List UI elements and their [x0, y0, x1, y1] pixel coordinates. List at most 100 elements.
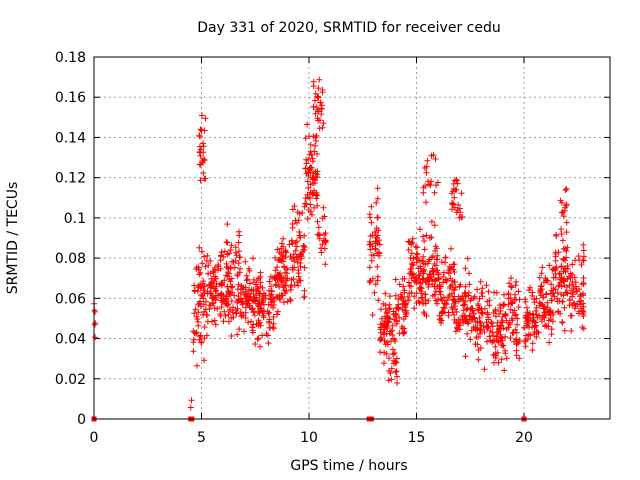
- data-point: [475, 307, 482, 314]
- data-point: [432, 243, 439, 250]
- data-point: [457, 281, 464, 288]
- x-axis-label: GPS time / hours: [290, 458, 407, 474]
- data-point: [245, 265, 252, 272]
- data-point: [429, 281, 436, 288]
- data-point: [296, 210, 303, 217]
- data-point: [306, 195, 313, 202]
- data-point: [395, 296, 402, 303]
- data-point: [211, 317, 218, 324]
- data-point: [546, 339, 553, 346]
- data-point: [548, 326, 555, 333]
- data-point: [312, 110, 319, 117]
- data-point: [489, 329, 496, 336]
- data-point: [534, 329, 541, 335]
- data-point: [366, 264, 373, 271]
- data-point: [267, 293, 273, 299]
- data-point: [516, 355, 523, 362]
- y-tick-label: 0.06: [55, 291, 86, 307]
- data-point: [196, 271, 203, 278]
- data-point: [273, 282, 280, 289]
- data-point: [256, 319, 263, 326]
- data-point: [481, 366, 488, 373]
- data-point: [425, 258, 432, 265]
- data-point: [477, 345, 484, 352]
- data-point: [319, 241, 326, 248]
- data-point: [513, 347, 520, 354]
- data-point: [201, 357, 207, 364]
- data-point: [222, 313, 229, 319]
- data-point: [513, 278, 520, 285]
- data-point: [441, 269, 447, 276]
- data-point: [477, 330, 483, 337]
- data-point: [373, 225, 380, 232]
- data-point: [316, 125, 323, 132]
- data-point: [505, 301, 512, 308]
- data-point: [207, 258, 214, 264]
- data-point: [322, 230, 329, 237]
- data-point: [388, 376, 395, 383]
- data-point: [201, 175, 208, 182]
- data-point: [437, 315, 444, 322]
- data-point: [257, 290, 264, 297]
- data-point: [523, 304, 530, 311]
- data-point: [375, 297, 382, 304]
- data-point: [468, 327, 475, 334]
- data-point: [508, 284, 515, 291]
- data-point: [559, 237, 566, 244]
- data-point: [267, 324, 273, 331]
- data-point: [561, 304, 568, 311]
- data-point: [191, 310, 198, 317]
- data-point: [422, 291, 429, 298]
- data-point: [386, 355, 392, 362]
- data-point: [278, 240, 285, 247]
- data-point: [522, 298, 529, 305]
- data-point: [196, 133, 203, 140]
- data-point: [224, 221, 231, 228]
- data-point: [302, 165, 309, 172]
- data-point: [390, 360, 397, 367]
- data-point: [399, 325, 406, 332]
- data-point: [220, 318, 227, 325]
- data-point: [543, 323, 550, 330]
- data-point: [539, 301, 546, 308]
- data-point: [566, 273, 572, 280]
- data-point: [234, 331, 241, 338]
- data-point: [515, 288, 522, 295]
- data-point: [422, 300, 429, 307]
- data-point: [290, 276, 297, 282]
- data-point: [282, 269, 289, 276]
- data-point: [265, 301, 272, 308]
- data-point: [464, 255, 471, 262]
- data-point: [435, 271, 442, 278]
- data-point: [226, 250, 232, 257]
- data-point: [291, 203, 298, 209]
- data-point: [381, 349, 388, 356]
- data-point: [477, 278, 484, 285]
- x-tick-label: 5: [197, 430, 206, 446]
- data-point: [580, 290, 586, 297]
- data-point: [559, 319, 566, 326]
- data-point: [266, 316, 273, 323]
- data-point: [377, 324, 384, 331]
- data-point: [449, 290, 455, 297]
- data-point: [395, 305, 402, 312]
- data-point: [92, 308, 98, 315]
- data-point: [559, 199, 565, 206]
- data-point: [320, 204, 327, 211]
- data-point: [274, 264, 281, 271]
- data-point: [307, 141, 314, 148]
- x-tick-label: 20: [515, 430, 533, 446]
- data-point: [401, 301, 408, 308]
- data-point: [438, 296, 445, 303]
- data-point: [422, 261, 429, 268]
- data-point: [424, 157, 431, 164]
- data-point: [235, 239, 242, 246]
- data-point: [384, 325, 391, 332]
- data-point: [502, 312, 509, 319]
- data-point: [255, 335, 262, 342]
- data-point: [247, 293, 254, 300]
- data-point: [514, 315, 521, 322]
- data-point: [547, 316, 554, 323]
- data-point: [411, 305, 418, 312]
- data-point: [423, 232, 430, 239]
